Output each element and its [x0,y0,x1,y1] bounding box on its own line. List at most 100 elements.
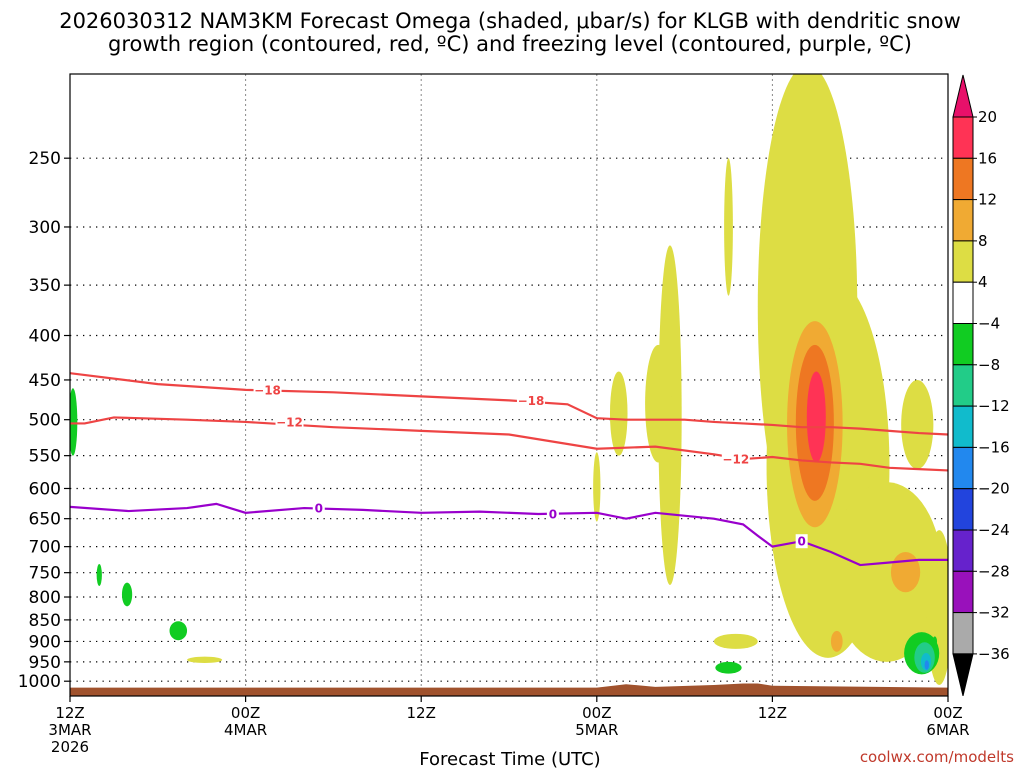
y-tick-label: 900 [29,632,61,652]
shade-blob [121,582,133,607]
contour-label-bg [253,382,282,397]
x-tick-label: 12Z [758,704,787,722]
omega-shading [70,74,948,685]
colorbar-label: −32 [978,604,1010,622]
terrain-fill [70,683,948,696]
colorbar-label: 20 [978,108,997,126]
y-tick-label: 450 [29,371,61,391]
colorbar-swatch [952,323,974,366]
colorbar-swatch [952,364,974,407]
shade-blob [932,636,938,647]
x-tick-label: 00Z [582,704,611,722]
colorbar-swatch [952,281,974,325]
y-tick-label: 750 [29,564,61,584]
shade-blob [70,388,78,456]
colorbar-swatch [952,529,974,572]
temperature-contours: −18 −18 −12 −12 0 0 0 [70,372,948,567]
y-tick-label: 500 [29,411,61,431]
y-tick-label: 250 [29,149,61,169]
credit-text: coolwx.com/modelts [860,748,1014,766]
y-tick-label: 1000 [18,672,61,692]
x-tick-label: 4MAR [224,721,267,739]
y-tick-label: 600 [29,479,61,499]
y-tick-label: 350 [29,276,61,296]
shade-blob [924,660,929,670]
contour-label-minus12: −12 [276,415,303,429]
contour-label-bg [312,501,325,516]
colorbar-label: −4 [978,315,1000,333]
shade-blob [645,344,672,463]
y-axis: 2503003504004505005506006507007508008509… [18,149,70,692]
shade-blob [609,371,628,456]
contour-label-bg [275,414,304,429]
contour-label-bg [546,507,559,522]
title-line: growth region (contoured, red, ºC) and f… [108,32,912,56]
shade-blob [830,482,943,662]
contour-label-bg [721,452,750,467]
colorbar-bottom-arrow [952,653,974,697]
x-tick-label: 00Z [231,704,260,722]
title-line: 2026030312 NAM3KM Forecast Omega (shaded… [59,9,961,33]
colorbar-swatch [952,570,974,614]
contour-label-zero: 0 [797,535,805,549]
plot-frame [69,73,949,697]
shade-blob [96,564,102,587]
y-tick-label: 400 [29,327,61,347]
shade-blob [901,379,934,470]
colorbar-label: −28 [978,562,1010,580]
x-tick-label: 00Z [933,704,962,722]
x-tick-label: 2026 [51,738,89,756]
colorbar-label: −16 [978,438,1010,456]
x-tick-label: 12Z [407,704,436,722]
shade-blob [724,158,733,296]
y-tick-label: 950 [29,653,61,673]
colorbar-swatch [952,488,974,531]
contour-label-minus18: −18 [254,383,281,397]
x-tick-label: 5MAR [575,721,618,739]
colorbar-label: −20 [978,480,1010,498]
colorbar-swatch [952,612,974,655]
colorbar-swatch [952,446,974,490]
colorbar: 20 16 12 8 4 −4 −8 −12 −16 −20 −24 −28 −32 −36 [952,74,1010,697]
colorbar-swatch [952,240,974,283]
colorbar-label: −36 [978,645,1010,663]
contour-line-minus18 [70,372,948,436]
shade-blob [890,551,921,593]
colorbar-top-arrow [952,74,974,118]
colorbar-label: −12 [978,397,1010,415]
terrain [70,683,948,696]
x-tick-label: 3MAR [48,721,91,739]
colorbar-label: 8 [978,232,988,250]
y-tick-label: 300 [29,218,61,238]
contour-line-minus12 [70,416,948,472]
chart-title: 2026030312 NAM3KM Forecast Omega (shaded… [59,9,961,56]
shade-level-omega-16-to-20 [806,371,826,463]
colorbar-label: 16 [978,149,997,167]
colorbar-label: −24 [978,521,1010,539]
colorbar-swatch [952,405,974,448]
y-tick-label: 850 [29,611,61,631]
y-tick-label: 800 [29,588,61,608]
colorbar-label: 12 [978,191,997,209]
colorbar-swatch [952,199,974,242]
shade-blob [593,452,601,522]
contour-label-minus12: −12 [722,453,749,467]
y-tick-label: 700 [29,538,61,558]
colorbar-swatch [952,116,974,159]
y-tick-label: 650 [29,510,61,530]
shade-blob [806,371,826,463]
contour-label-bg [516,393,545,408]
shade-blob [187,656,223,664]
shade-blob [169,621,188,641]
shade-blob [715,661,742,674]
colorbar-label: 4 [978,273,988,291]
contour-label-minus18: −18 [518,394,545,408]
contour-line-zero [70,502,948,567]
colorbar-label: −8 [978,356,1000,374]
contour-label-zero: 0 [315,502,323,516]
shade-blob [713,633,758,649]
contour-label-zero: 0 [549,508,557,522]
shade-level-omega-neg16-to-neg20 [924,660,929,670]
